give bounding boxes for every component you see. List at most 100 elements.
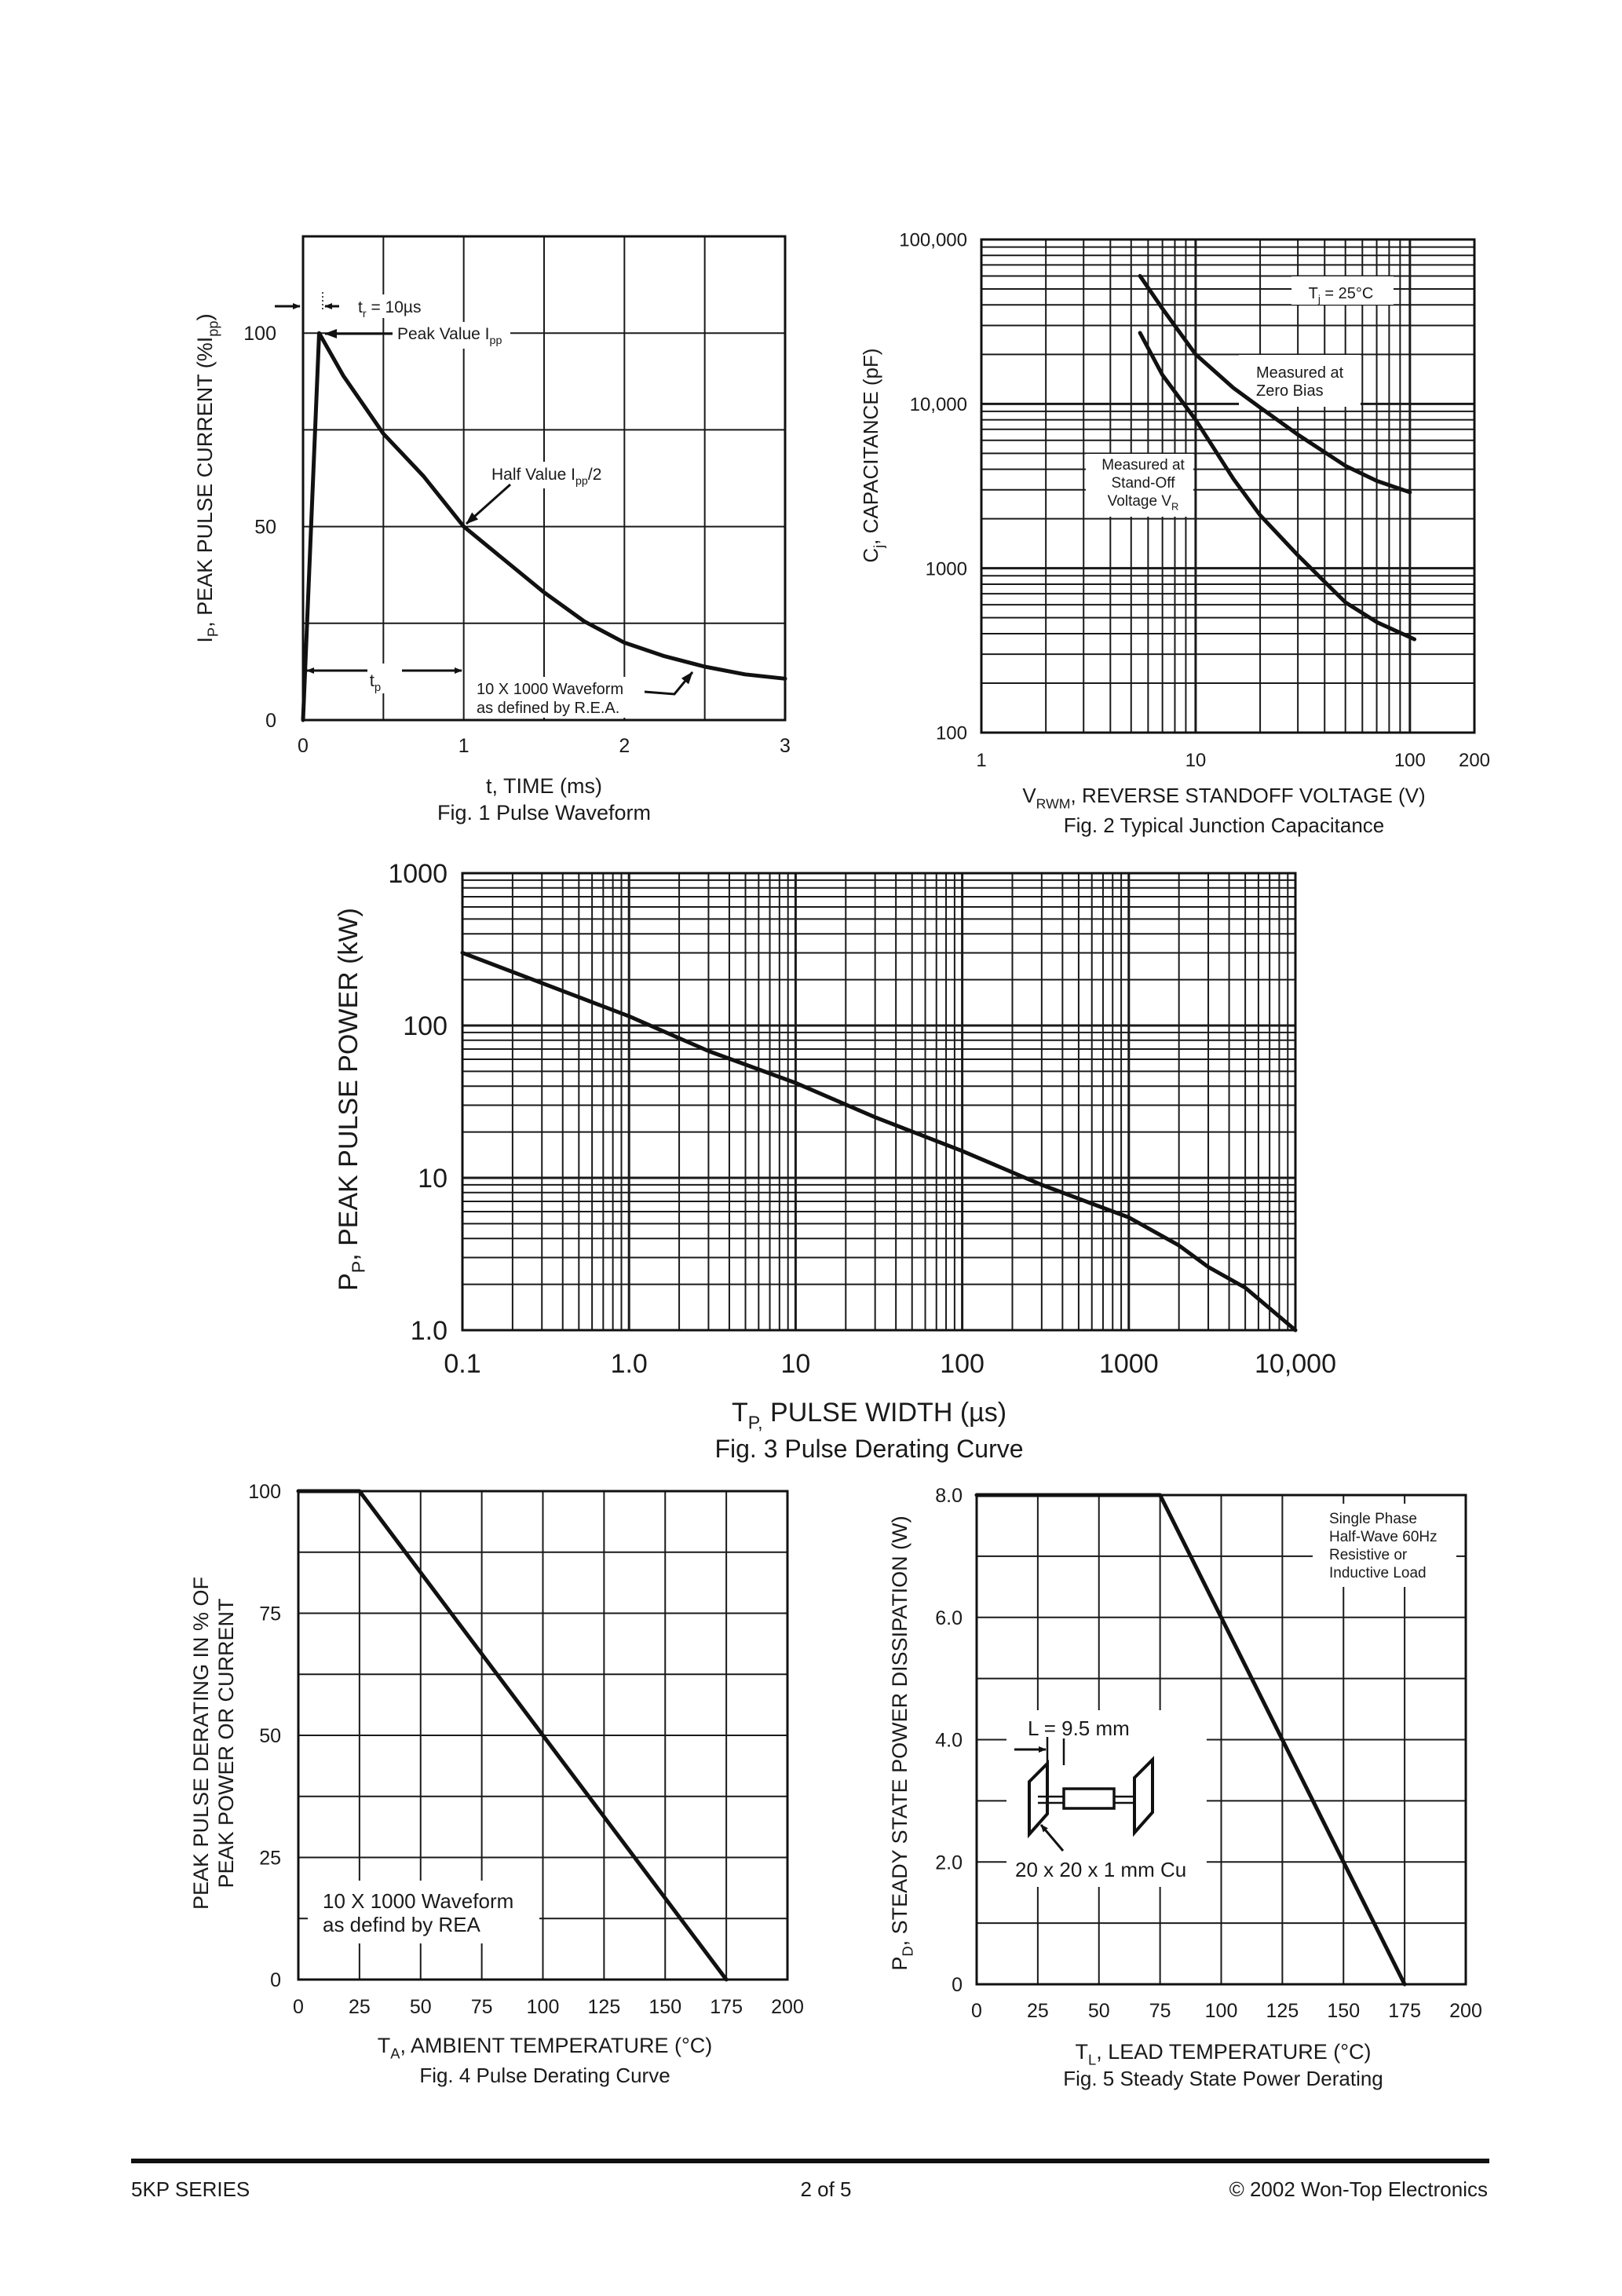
annotation-text: 10 X 1000 Waveform [323,1889,513,1913]
x-tick-label: 100 [527,1996,560,2018]
annotations: Single Phase Half-Wave 60Hz Resistive or In… [1006,1504,1456,1887]
text-segment: PEAK POWER OR CURRENT [214,1598,238,1888]
subscript: pp [205,320,221,336]
x-tick-label: 75 [1149,2000,1171,2022]
y-axis-label: PEAK PULSE DERATING IN % OF [189,1577,213,1910]
subscript: P [349,1261,369,1273]
x-tick-label: 10 [780,1349,810,1379]
data-series-line [301,331,787,722]
text-segment: 20 x 20 x 1 mm Cu [1015,1858,1186,1881]
text-segment: V [1022,784,1036,807]
subscript: pp [490,335,502,347]
data-series-line [296,1489,729,1982]
diode-body [1062,1787,1116,1810]
data-series-line [460,950,1298,1333]
y-tick-label: 75 [259,1603,281,1625]
x-tick-label: 3 [780,735,791,757]
x-tick-label: 0 [971,2000,982,2022]
text-segment: Stand-Off [1112,475,1176,492]
arrow-half-value [466,483,511,525]
x-tick-label: 75 [471,1996,493,2018]
x-tick-label: 10,000 [1255,1349,1336,1379]
annotation-background [393,322,510,349]
text-segment: , PEAK PULSE POWER (kW) [334,908,363,1261]
figure-caption: Fig. 2 Typical Junction Capacitance [1064,813,1385,837]
annotation-background [1313,1504,1456,1587]
text-segment: as defined by R.E.A. [477,700,619,717]
text-segment: C [859,548,882,563]
y-axis-label: PP, PEAK PULSE POWER (kW) [334,908,369,1291]
subscript: p [374,681,381,694]
y-axis-label: IP, PEAK PULSE CURRENT (%Ipp) [193,313,221,642]
y-axis-label: PD, STEADY STATE POWER DISSIPATION (W) [888,1515,916,1970]
x-tick-label: 200 [1459,750,1490,771]
y-tick-label: 0 [265,710,276,732]
text-segment: 10 X 1000 Waveform [477,681,623,698]
text-segment: Half-Wave 60Hz [1329,1529,1438,1545]
annotation-text: as defind by REA [323,1913,481,1936]
x-axis-label: TP, PULSE WIDTH (µs) [732,1398,1006,1433]
subscript: RWM [1036,795,1071,811]
text-segment: L = 9.5 mm [1028,1717,1130,1740]
text-segment: Measured at [1256,364,1344,382]
x-tick-label: 100 [940,1349,985,1379]
annotation-text: 20 x 20 x 1 mm Cu [1015,1858,1186,1881]
annotation-text: as defined by R.E.A. [477,700,619,717]
x-tick-label: 50 [1088,2000,1110,2022]
y-tick-label: 100 [403,1011,448,1041]
x-tick-label: 0.1 [444,1349,480,1379]
figure-caption: Fig. 3 Pulse Derating Curve [714,1435,1023,1463]
x-tick-label: 25 [1027,2000,1049,2022]
x-axis-label: TL, LEAD TEMPERATURE (°C) [1075,2040,1371,2068]
annotation-background [363,664,388,693]
copper-plate-right [1133,1756,1154,1837]
x-tick-label: 1000 [1099,1349,1159,1379]
x-tick-label: 125 [1266,2000,1299,2022]
y-tick-label: 1000 [926,558,967,579]
text-segment: T [1309,285,1318,302]
annotation-text: Resistive or [1329,1547,1408,1563]
x-axis-label: TA, AMBIENT TEMPERATURE (°C) [378,2034,713,2062]
y-tick-label: 1000 [388,859,448,889]
chart-fig-4: 0 25 50 75 100 125 150 175 200 0 25 50 75 100 TA, AMBI… [189,1481,804,2087]
x-tick-label: 1 [976,750,986,771]
y-tick-label: 100,000 [899,230,967,251]
arrow-copper-plate [1039,1824,1065,1852]
x-tick-label: 125 [588,1996,621,2018]
annotation-background [1239,355,1361,407]
text-segment: Half Value I [491,466,575,484]
x-tick-label: 0 [293,1996,304,2018]
y-tick-label: 6.0 [935,1607,963,1629]
x-axis-label: t, TIME (ms) [486,774,602,798]
subscript: D [900,1946,916,1956]
y-tick-label: 100 [936,723,967,744]
data-series-line [1138,273,1412,495]
x-tick-label: 175 [710,1996,743,2018]
text-segment: , STEADY STATE POWER DISSIPATION (W) [888,1515,911,1946]
footer-copyright: © 2002 Won-Top Electronics [1229,2177,1488,2201]
footer-rule [131,2159,1489,2163]
y-tick-label: 10,000 [910,394,967,415]
y-tick-label: 50 [259,1725,281,1747]
annotation-text: Measured at [1101,457,1185,473]
text-segment: /2 [588,466,602,484]
text-segment: PEAK PULSE DERATING IN % OF [189,1577,213,1910]
annotation-text: 10 X 1000 Waveform [477,681,623,698]
text-segment: t [370,671,374,690]
annotation-text: Inductive Load [1329,1565,1427,1581]
text-segment: Zero Bias [1256,382,1324,400]
text-segment: T [1075,2040,1088,2064]
text-segment: , PEAK PULSE CURRENT (%I [193,337,217,627]
annotation-text: Single Phase [1329,1511,1417,1527]
y-tick-label: 1.0 [411,1316,448,1346]
annotation-background [345,294,416,318]
y-tick-label: 0 [952,1974,963,1996]
annotation-background [308,1881,539,1943]
y-tick-label: 4.0 [935,1730,963,1752]
annotation-text: Peak Value Ipp [397,325,502,347]
annotation-background [485,462,619,488]
